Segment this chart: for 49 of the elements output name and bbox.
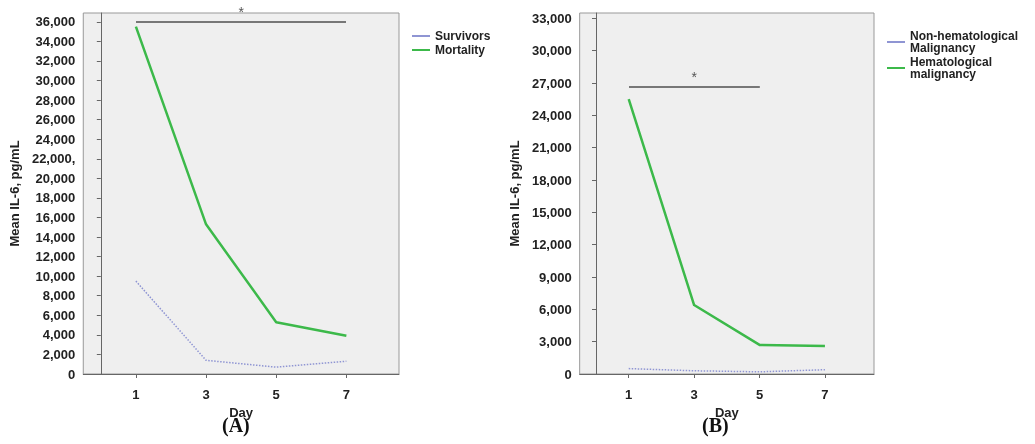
annotation: * [691, 69, 698, 86]
y-tick-label: 18,000 [35, 190, 76, 206]
x-tick-label: 5 [755, 387, 764, 402]
y-tick-label: 32,000 [35, 53, 76, 69]
y-tick-label: 6,000 [42, 307, 76, 323]
x-tick-label: 1 [625, 387, 633, 402]
y-tick-label: 8,000 [42, 288, 76, 304]
x-tick-label: 5 [272, 387, 280, 402]
y-tick-label: 30,000 [35, 73, 76, 88]
y-tick-label: 6,000 [539, 301, 572, 317]
y-tick-label: 27,000 [531, 75, 572, 91]
y-tick-label: 2,000 [42, 346, 76, 362]
y-tick-label: 0 [564, 366, 572, 382]
y-tick-label: 24,000 [35, 131, 76, 147]
x-tick-label: 7 [342, 387, 350, 402]
x-tick-label: 7 [821, 387, 829, 402]
y-axis-title: Mean IL-6, pg/mL [7, 140, 22, 247]
y-tick-label: 22,000, [31, 151, 76, 167]
y-axis-title: Mean IL-6, pg/mL [507, 140, 522, 247]
line-series [627, 97, 827, 348]
y-tick-label: 18,000 [531, 172, 572, 188]
x-tick-label: 3 [690, 387, 698, 402]
y-tick-label: 12,000 [531, 237, 572, 253]
x-tick-label: 3 [202, 387, 210, 402]
x-tick-label: 1 [132, 387, 140, 402]
y-tick-label: 12,000 [35, 249, 76, 265]
y-tick-label: 10,000 [35, 268, 76, 284]
y-tick-label: 14,000 [35, 229, 76, 245]
y-tick-label: 30,000 [531, 43, 572, 59]
legend-label: Survivors [435, 29, 491, 43]
y-tick-label: 15,000 [531, 204, 572, 220]
y-tick-label: 16,000 [35, 209, 76, 225]
legend-label: Non-hematological Malignancy [910, 29, 1022, 55]
y-tick-label: 21,000 [531, 140, 572, 156]
legend-label: Hematological malignancy [910, 55, 996, 81]
y-tick-label: 9,000 [539, 269, 572, 285]
annotation: * [238, 3, 245, 20]
y-tick-label: 33,000 [531, 10, 572, 26]
y-tick-label: 20,000 [35, 170, 76, 186]
y-tick-label: 26,000 [35, 112, 76, 128]
y-tick-label: 34,000 [35, 33, 76, 49]
y-tick-label: 0 [68, 366, 76, 382]
line-series [134, 25, 348, 338]
legend-label: Mortality [435, 43, 486, 57]
y-tick-label: 3,000 [539, 334, 572, 350]
y-tick-label: 36,000 [35, 14, 76, 30]
y-tick-label: 24,000 [531, 107, 572, 123]
y-tick-label: 28,000 [35, 92, 76, 108]
y-tick-label: 4,000 [42, 327, 76, 343]
